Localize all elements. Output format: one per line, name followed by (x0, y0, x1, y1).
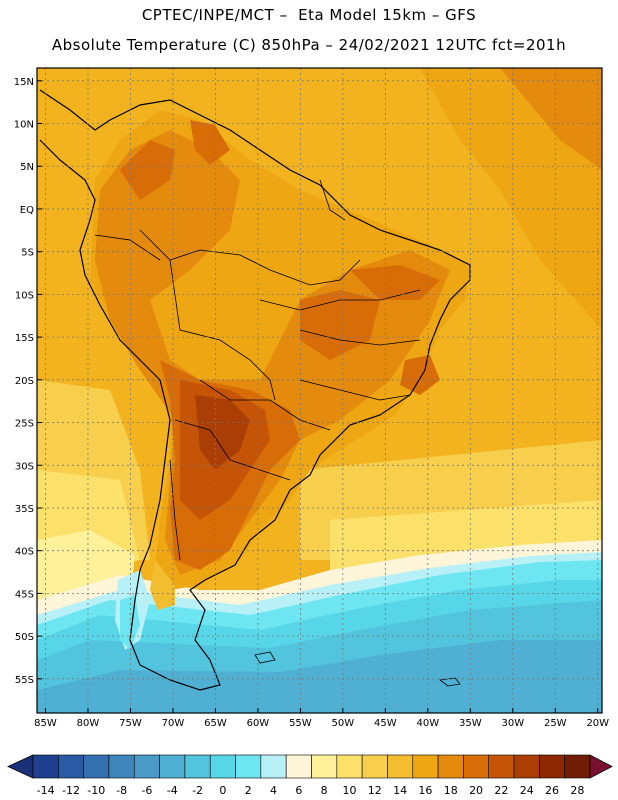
lon-label: 55W (289, 718, 312, 729)
colorbar-swatch (361, 754, 388, 779)
colorbar-label: 2 (245, 784, 252, 797)
colorbar-swatch (437, 754, 464, 779)
colorbar-swatch (513, 754, 540, 779)
colorbar-label: 24 (520, 784, 534, 797)
colorbar-low-arrow (7, 754, 34, 779)
lat-label: 30S (15, 461, 34, 472)
colorbar-high-arrow (589, 754, 613, 779)
lat-label: 15S (15, 333, 34, 344)
lat-label: 50S (15, 632, 34, 643)
colorbar-swatch (336, 754, 363, 779)
colorbar-swatch (32, 754, 59, 779)
colorbar-label: 16 (418, 784, 432, 797)
map-frame (36, 67, 603, 714)
colorbar-swatch (285, 754, 312, 779)
colorbar-swatch (539, 754, 565, 779)
colorbar-label: 6 (295, 784, 302, 797)
longitude-labels: 85W 80W 75W 70W 65W 60W 55W 50W 45W 40W 35W 30W 25W 2… (34, 718, 609, 729)
lat-label: 5S (21, 248, 34, 259)
colorbar-label: -4 (167, 784, 178, 797)
lat-label: 45S (15, 589, 34, 600)
colorbar-swatch (412, 754, 439, 779)
lat-label: 10N (14, 120, 34, 131)
latitude-labels: 15N 10N 5N EQ 5S 10S 15S 20S 25S 30S 35S 40S 45S 50S 5… (14, 77, 34, 686)
lat-label: 55S (15, 675, 34, 686)
lon-label: 30W (501, 718, 524, 729)
colorbar-label: 10 (342, 784, 356, 797)
temperature-field (37, 68, 602, 713)
colorbar-label: -6 (141, 784, 152, 797)
colorbar: -14 -12 -10 -8 -6 -4 -2 0 2 4 6 8 10 12 14 16 18 20 22 24 26… (7, 754, 613, 797)
lon-label: 20W (586, 718, 609, 729)
lat-label: 10S (15, 290, 34, 301)
south-georgia-island (438, 677, 461, 687)
colorbar-label: 8 (321, 784, 328, 797)
lon-label: 80W (77, 718, 100, 729)
lon-label: 35W (459, 718, 482, 729)
colorbar-swatch (159, 754, 186, 779)
title-line-1: CPTEC/INPE/MCT – Eta Model 15km – GFS (141, 6, 477, 24)
country-borders (94, 179, 421, 561)
falkland-islands (254, 651, 276, 664)
colorbar-swatch (58, 754, 84, 779)
lon-label: 75W (119, 718, 142, 729)
lon-label: 45W (374, 718, 397, 729)
colorbar-label: 28 (570, 784, 584, 797)
colorbar-swatch (209, 754, 236, 779)
colorbar-swatch (83, 754, 110, 779)
colorbar-swatch (184, 754, 211, 779)
lon-label: 65W (204, 718, 227, 729)
colorbar-label: 12 (368, 784, 382, 797)
colorbar-label: 14 (393, 784, 407, 797)
colorbar-label: -14 (37, 784, 55, 797)
lon-label: 85W (34, 718, 57, 729)
lat-label: 35S (15, 504, 34, 515)
colorbar-label: 18 (444, 784, 458, 797)
lat-label: EQ (20, 205, 34, 216)
colorbar-swatch (488, 754, 515, 779)
lat-label: 25S (15, 419, 34, 430)
colorbar-swatch (564, 754, 591, 779)
colorbar-swatch (387, 754, 414, 779)
colorbar-label: 0 (219, 784, 226, 797)
colorbar-label: -2 (192, 784, 203, 797)
lat-label: 40S (15, 547, 34, 558)
colorbar-swatch (133, 754, 160, 779)
colorbar-swatch (463, 754, 490, 779)
colorbar-swatch (311, 754, 338, 779)
colorbar-swatch (108, 754, 135, 779)
lat-label: 15N (14, 77, 34, 88)
colorbar-swatch (260, 754, 287, 779)
lon-label: 50W (332, 718, 355, 729)
lon-label: 70W (162, 718, 185, 729)
colorbar-label: -8 (116, 784, 127, 797)
lon-label: 60W (247, 718, 270, 729)
colorbar-label: 26 (545, 784, 559, 797)
graticule (37, 68, 602, 713)
lon-label: 25W (544, 718, 567, 729)
lon-label: 40W (417, 718, 440, 729)
lat-label: 5N (20, 162, 34, 173)
colorbar-label: 22 (494, 784, 508, 797)
colorbar-label: -12 (62, 784, 80, 797)
colorbar-swatch (235, 754, 262, 779)
colorbar-label: 4 (270, 784, 277, 797)
colorbar-label: -10 (87, 784, 105, 797)
colorbar-label: 20 (469, 784, 483, 797)
lat-label: 20S (15, 376, 34, 387)
title-line-2: Absolute Temperature (C) 850hPa – 24/02/… (51, 36, 567, 54)
